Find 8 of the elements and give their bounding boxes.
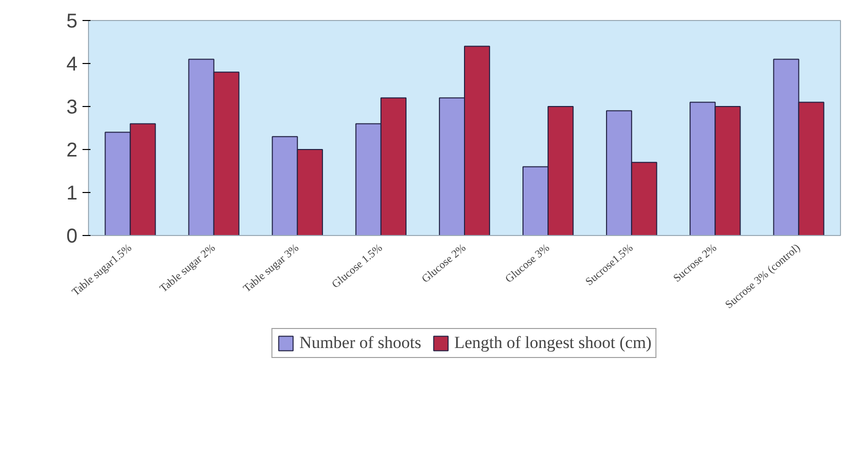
legend-label: Length of longest shoot (cm) xyxy=(454,333,652,353)
y-tick-label: 1 xyxy=(66,182,78,204)
y-tick-label: 0 xyxy=(66,226,78,248)
y-tick-label: 5 xyxy=(66,10,78,32)
legend-label: Number of shoots xyxy=(299,333,422,353)
y-tick-label: 2 xyxy=(66,140,78,162)
y-tick-label: 4 xyxy=(66,54,78,76)
y-tick-label: 3 xyxy=(66,96,78,118)
